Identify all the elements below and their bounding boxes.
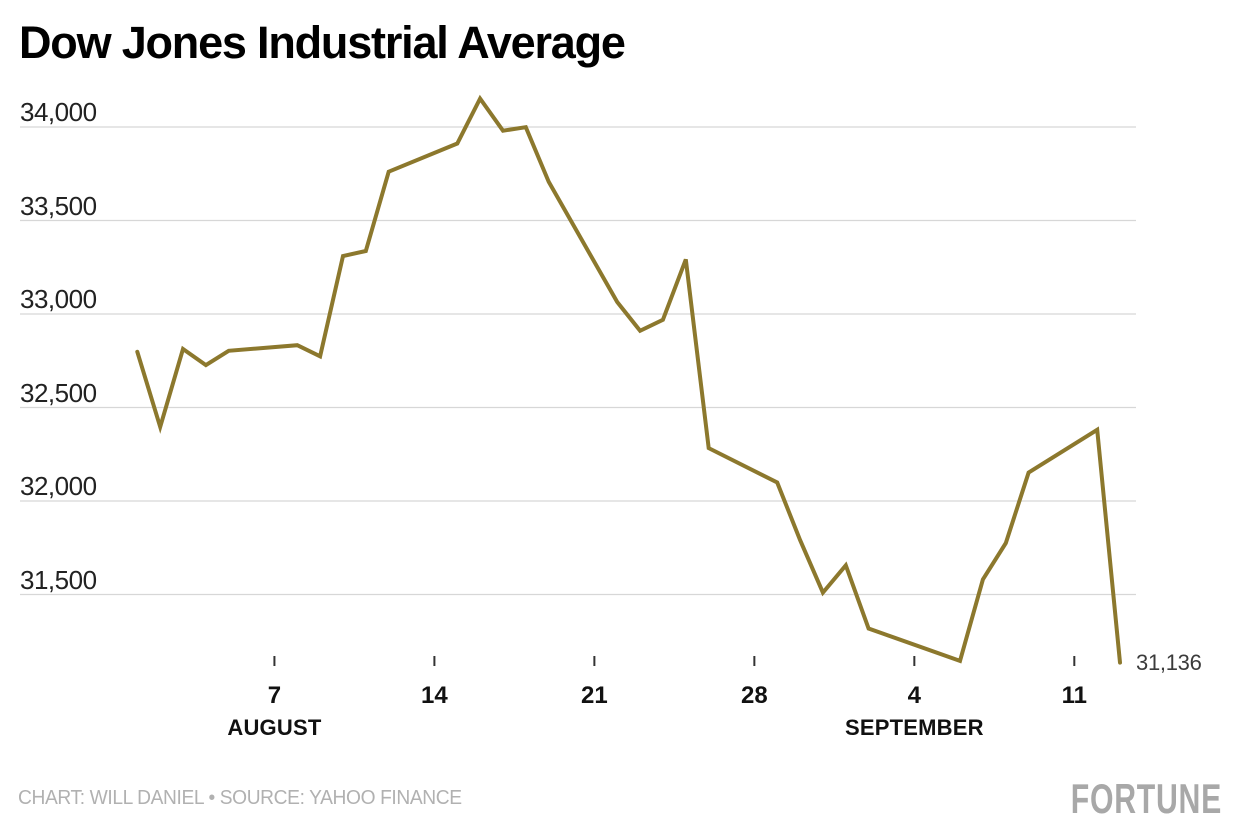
x-axis-label: 4: [907, 682, 921, 709]
month-label: SEPTEMBER: [844, 715, 984, 740]
fortune-logo: FORTUNE: [1070, 775, 1222, 822]
x-axis-label: 21: [581, 682, 608, 709]
y-axis-label: 34,000: [20, 97, 97, 127]
y-axis-label: 32,500: [20, 377, 97, 408]
y-axis-label: 33,500: [20, 190, 97, 221]
x-axis-label: 7: [267, 682, 282, 709]
y-axis-label: 31,500: [20, 564, 97, 595]
price-line: [135, 94, 1122, 665]
month-label: AUGUST: [227, 715, 322, 740]
chart-title: Dow Jones Industrial Average: [19, 17, 626, 68]
y-axis-label: 32,000: [20, 471, 97, 501]
x-axis-label: 14: [421, 682, 448, 709]
end-value-label: 31,136: [1136, 649, 1202, 675]
x-axis-label: 28: [740, 682, 768, 709]
chart-credit: CHART: WILL DANIEL • SOURCE: YAHOO FINAN…: [18, 787, 462, 809]
y-axis-label: 33,000: [20, 284, 97, 314]
x-axis-label: 11: [1061, 682, 1087, 709]
